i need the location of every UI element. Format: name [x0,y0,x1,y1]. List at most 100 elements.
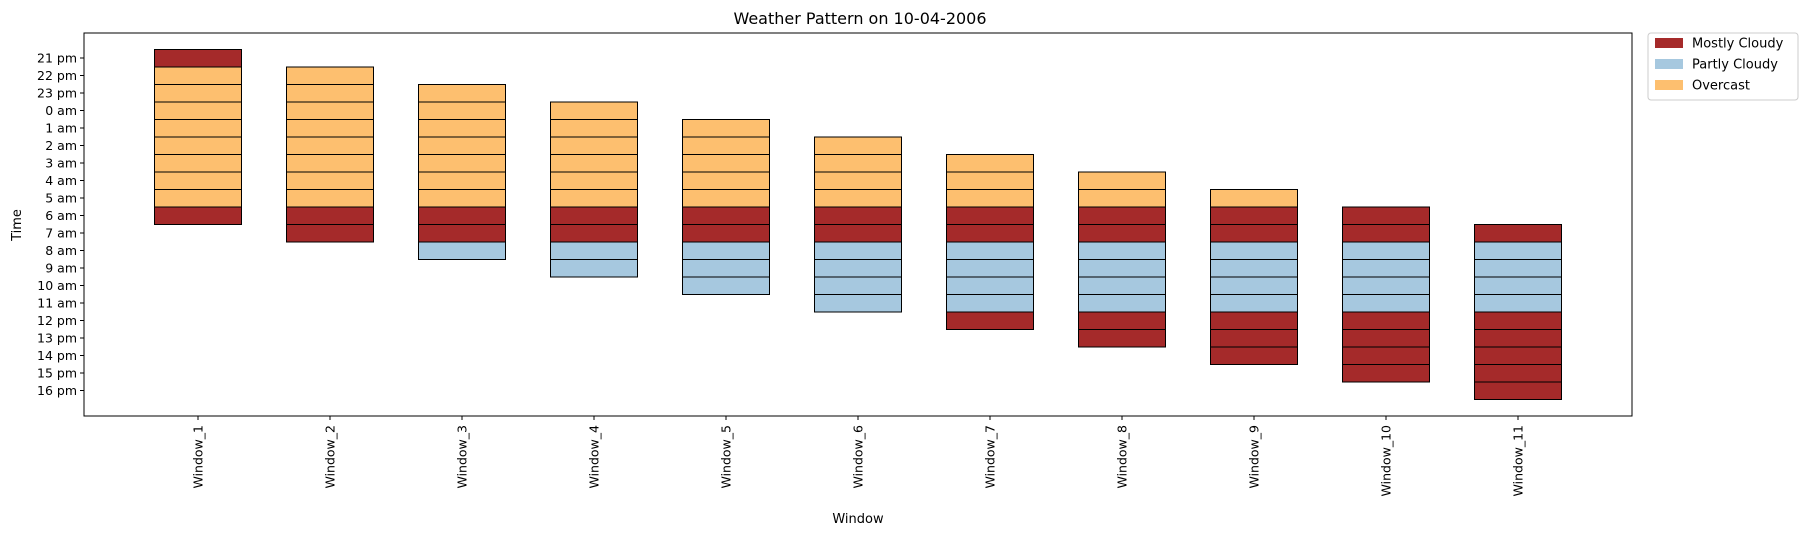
legend: Mostly Cloudy Partly Cloudy Overcast [1647,32,1799,101]
bar-cell [946,259,1034,278]
bar-cell [286,119,374,138]
bar-cell [1474,276,1562,295]
bar-cell [286,154,374,173]
bar-cell [154,66,242,85]
bar-cell [1210,294,1298,313]
x-tick-label: Window_10 [1379,425,1394,496]
bar-cell [1342,294,1430,313]
bar-cell [550,171,638,190]
bar-cell [286,66,374,85]
bar-cell [814,241,902,260]
bar-cell [682,276,770,295]
bar-cell [1474,259,1562,278]
bar-cell [682,119,770,138]
y-tick-label: 1 am [45,121,77,136]
bar-cell [418,189,506,208]
y-tick-label: 13 pm [37,331,77,346]
bar-cell [1078,329,1166,348]
y-tick-label: 2 am [45,138,77,153]
bar-cell [154,49,242,68]
legend-swatch [1655,80,1683,90]
bar-cell [682,259,770,278]
bar-cell [1474,364,1562,383]
bar-cell [286,84,374,103]
bar-cell [154,154,242,173]
x-tick-label: Window_5 [719,425,734,489]
y-tick-label: 15 pm [37,366,77,381]
bar-cell [418,101,506,120]
legend-label: Overcast [1692,79,1750,94]
bar-cell [1342,206,1430,225]
bar-cell [550,224,638,243]
bar-cell [1210,189,1298,208]
y-tick-label: 10 am [37,278,77,293]
bar-cell [1078,171,1166,190]
legend-label: Mostly Cloudy [1692,37,1784,52]
y-tick-label: 7 am [45,226,77,241]
bar-cell [1078,189,1166,208]
bar-cell [154,136,242,155]
bar-cell [1342,364,1430,383]
x-axis-label: Window [832,512,884,527]
bar-cell [1342,329,1430,348]
bar-cell [418,136,506,155]
y-tick-label: 12 pm [37,313,77,328]
bar-cell [1210,241,1298,260]
bar-cell [550,101,638,120]
bar-cell [1210,346,1298,365]
bar-cell [154,119,242,138]
bar-cell [286,171,374,190]
bar-cell [154,171,242,190]
legend-swatch [1655,38,1683,48]
x-tick-label: Window_2 [323,425,338,489]
bar-cell [1474,224,1562,243]
bar-cell [1474,381,1562,400]
bar-cell [682,154,770,173]
bar-cell [1474,346,1562,365]
bar-cell [1210,329,1298,348]
bar-cell [154,189,242,208]
bar-cell [286,206,374,225]
y-tick-label: 22 pm [37,68,77,83]
bar-cell [1474,311,1562,330]
bar-cell [682,241,770,260]
bar-cell [946,241,1034,260]
bar-cell [286,136,374,155]
bar-cell [1342,276,1430,295]
x-tick-label: Window_6 [851,425,866,489]
bar-cell [1078,206,1166,225]
y-tick-label: 0 am [45,103,77,118]
bar-cell [1078,311,1166,330]
y-tick-label: 23 pm [37,86,77,101]
bar-cell [418,206,506,225]
bar-cell [1342,259,1430,278]
bar-cell [286,189,374,208]
bar-cell [1210,224,1298,243]
bar-cell [814,189,902,208]
bar-cell [1078,224,1166,243]
y-tick-label: 3 am [45,156,77,171]
bar-cell [1474,241,1562,260]
bar-cell [550,241,638,260]
bar-cell [1210,311,1298,330]
bar-cell [1474,294,1562,313]
bar-cell [1078,259,1166,278]
x-tick-label: Window_7 [983,425,998,489]
bar-cell [418,171,506,190]
y-tick-label: 5 am [45,191,77,206]
bar-cell [946,206,1034,225]
chart-title: Weather Pattern on 10-04-2006 [733,9,986,28]
bar-cell [550,259,638,278]
bar-cell [1474,329,1562,348]
bar-cell [550,119,638,138]
x-tick-label: Window_3 [455,425,470,489]
bar-cell [418,241,506,260]
bar-cell [814,224,902,243]
bar-cell [550,189,638,208]
bar-cell [1342,311,1430,330]
bar-cell [154,206,242,225]
bar-cell [550,136,638,155]
x-tick-label: Window_8 [1115,425,1130,489]
bar-cell [682,136,770,155]
